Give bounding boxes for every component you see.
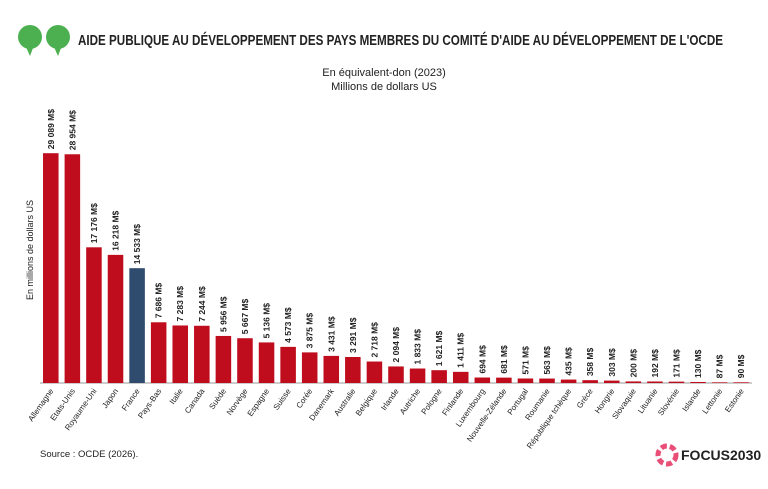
value-label: 2 718 M$ <box>369 322 379 358</box>
bar <box>150 322 167 383</box>
x-tick-label: Grèce <box>575 387 595 410</box>
value-label: 435 M$ <box>564 347 574 376</box>
bar <box>237 338 253 383</box>
value-label: 7 283 M$ <box>175 286 185 322</box>
value-label: 192 M$ <box>650 349 660 378</box>
bar <box>301 352 318 383</box>
value-label: 681 M$ <box>499 345 509 374</box>
value-label: 171 M$ <box>671 349 681 378</box>
x-tick-label: Estonie <box>723 387 746 414</box>
value-label: 130 M$ <box>693 349 703 378</box>
value-label: 7 686 M$ <box>154 283 164 319</box>
value-label: 16 218 M$ <box>111 210 121 250</box>
chart-title: AIDE PUBLIQUE AU DÉVELOPPEMENT DES PAYS … <box>78 32 723 49</box>
bar <box>474 377 491 383</box>
bar <box>194 325 210 383</box>
x-tick-label: Canada <box>183 387 207 416</box>
x-tick-label: Lettonie <box>701 387 725 416</box>
value-label: 3 875 M$ <box>305 313 315 349</box>
logo: FOCUS2030 <box>681 447 761 463</box>
source: Source : OCDE (2026). <box>40 449 138 460</box>
bar <box>431 370 447 383</box>
bar <box>733 382 749 383</box>
value-label: 17 176 M$ <box>89 203 99 243</box>
x-tick-label: Belgique <box>354 387 380 418</box>
x-tick-label: Corée <box>294 387 314 410</box>
value-label: 1 833 M$ <box>413 329 423 365</box>
icon <box>18 25 42 49</box>
value-label: 3 291 M$ <box>348 317 358 353</box>
icon <box>46 25 70 49</box>
bar <box>603 380 620 383</box>
bar <box>280 346 296 383</box>
bar <box>43 153 59 383</box>
x-tick-label: France <box>120 387 142 413</box>
value-label: 90 M$ <box>736 354 746 378</box>
x-tick-label: Suède <box>207 387 228 412</box>
value-label: 5 956 M$ <box>218 296 228 332</box>
bar <box>539 378 555 383</box>
value-label: 200 M$ <box>628 349 638 378</box>
bar <box>409 368 426 383</box>
bar <box>258 342 275 383</box>
value-label: 571 M$ <box>520 346 530 375</box>
bar <box>107 254 124 383</box>
value-label: 694 M$ <box>477 345 487 374</box>
value-label: 303 M$ <box>607 348 617 377</box>
value-label: 4 573 M$ <box>283 307 293 343</box>
bar <box>345 357 361 383</box>
bar <box>517 378 534 383</box>
x-tick-label: Nouvelle-Zélande <box>465 387 509 444</box>
x-tick-label: Irlande <box>379 387 401 413</box>
icon <box>26 47 33 56</box>
bar <box>129 268 145 383</box>
bar <box>560 379 577 383</box>
bar <box>625 381 642 383</box>
bar <box>323 355 340 383</box>
subtitle: En équivalent-don (2023) <box>322 67 446 79</box>
value-label: 14 533 M$ <box>132 224 142 264</box>
value-label: 7 244 M$ <box>197 286 207 322</box>
y-axis-label: En millions de dollars US <box>25 200 35 300</box>
bar <box>711 382 728 383</box>
subtitle: Millions de dollars US <box>331 81 437 93</box>
value-label: 3 431 M$ <box>326 316 336 352</box>
bar <box>690 381 706 383</box>
value-label: 1 621 M$ <box>434 330 444 366</box>
bar <box>647 381 663 383</box>
x-tick-label: Islande <box>681 387 703 414</box>
x-tick-label: Espagne <box>246 387 272 418</box>
bar <box>496 377 512 383</box>
value-label: 5 667 M$ <box>240 299 250 335</box>
x-tick-label: Slovénie <box>656 387 681 418</box>
bar <box>366 361 383 383</box>
value-label: 1 411 M$ <box>456 333 466 368</box>
bar <box>452 371 469 383</box>
bar <box>215 335 232 383</box>
value-label: 29 089 M$ <box>46 109 56 149</box>
x-tick-label: Italie <box>168 387 185 406</box>
logo-icon <box>655 443 679 467</box>
x-tick-label: Suisse <box>272 387 293 412</box>
value-label: 87 M$ <box>715 354 725 378</box>
icon <box>54 47 61 56</box>
x-tick-label: Autriche <box>398 387 423 417</box>
bar <box>86 247 102 383</box>
value-label: 5 136 M$ <box>262 303 272 339</box>
x-tick-label: Japon <box>100 387 120 410</box>
bar <box>668 381 685 383</box>
bar <box>582 380 598 383</box>
value-label: 2 094 M$ <box>391 327 401 363</box>
value-label: 28 954 M$ <box>67 110 77 150</box>
value-label: 358 M$ <box>585 348 595 377</box>
bar <box>64 154 81 383</box>
value-label: 563 M$ <box>542 346 552 375</box>
bar <box>388 366 404 383</box>
bar <box>172 325 189 383</box>
